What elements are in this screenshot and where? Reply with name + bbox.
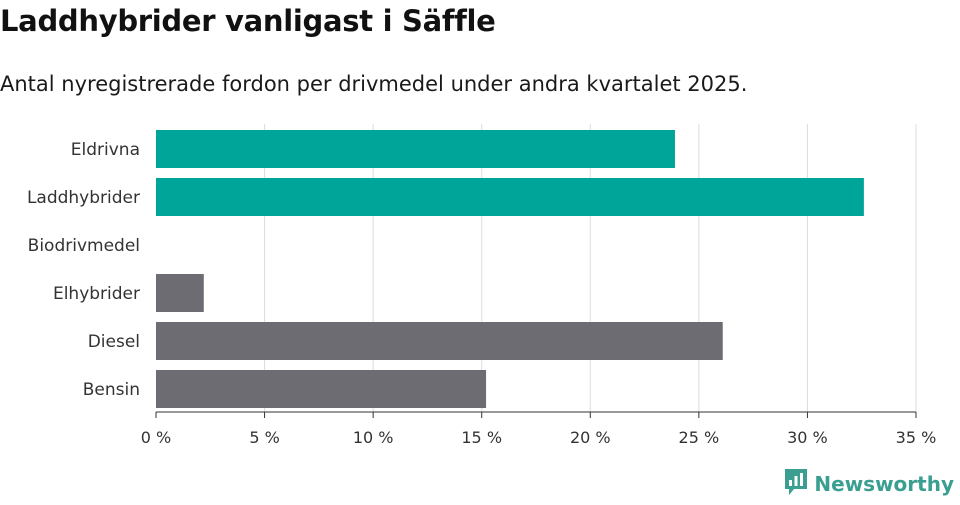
category-labels: Eldrivna Laddhybrider Biodrivmedel Elhybrid… <box>27 140 140 400</box>
bar-chart: Eldrivna Laddhybrider Biodrivmedel Elhybrid… <box>27 124 937 447</box>
x-axis: 0 % 5 % 10 % 15 % 20 % 25 % 30 % 35 % <box>141 411 937 447</box>
bar <box>156 178 864 216</box>
bar <box>156 274 204 312</box>
x-tick-label: 5 % <box>249 428 279 447</box>
x-tick-label: 35 % <box>896 428 937 447</box>
category-label: Bensin <box>83 380 140 400</box>
category-label: Eldrivna <box>71 140 140 160</box>
bars <box>156 130 864 408</box>
category-label: Biodrivmedel <box>28 236 140 256</box>
bar <box>156 130 675 168</box>
category-label: Laddhybrider <box>27 188 140 208</box>
chart-subtitle: Antal nyregistrerade fordon per drivmede… <box>0 72 748 96</box>
bar <box>156 370 487 408</box>
chart-title: Laddhybrider vanligast i Säffle <box>0 4 496 38</box>
category-label: Elhybrider <box>53 284 140 304</box>
brand-name: Newsworthy <box>814 472 954 496</box>
x-tick-label: 20 % <box>570 428 611 447</box>
x-tick-label: 30 % <box>787 428 828 447</box>
x-tick-label: 10 % <box>353 428 394 447</box>
newsworthy-brand: Newsworthy <box>783 467 954 501</box>
bar <box>156 322 723 360</box>
x-tick-label: 25 % <box>679 428 720 447</box>
x-tick-label: 0 % <box>141 428 171 447</box>
x-tick-label: 15 % <box>461 428 502 447</box>
category-label: Diesel <box>88 332 140 352</box>
newsworthy-logo-icon <box>783 467 809 501</box>
grid-lines <box>264 124 917 412</box>
